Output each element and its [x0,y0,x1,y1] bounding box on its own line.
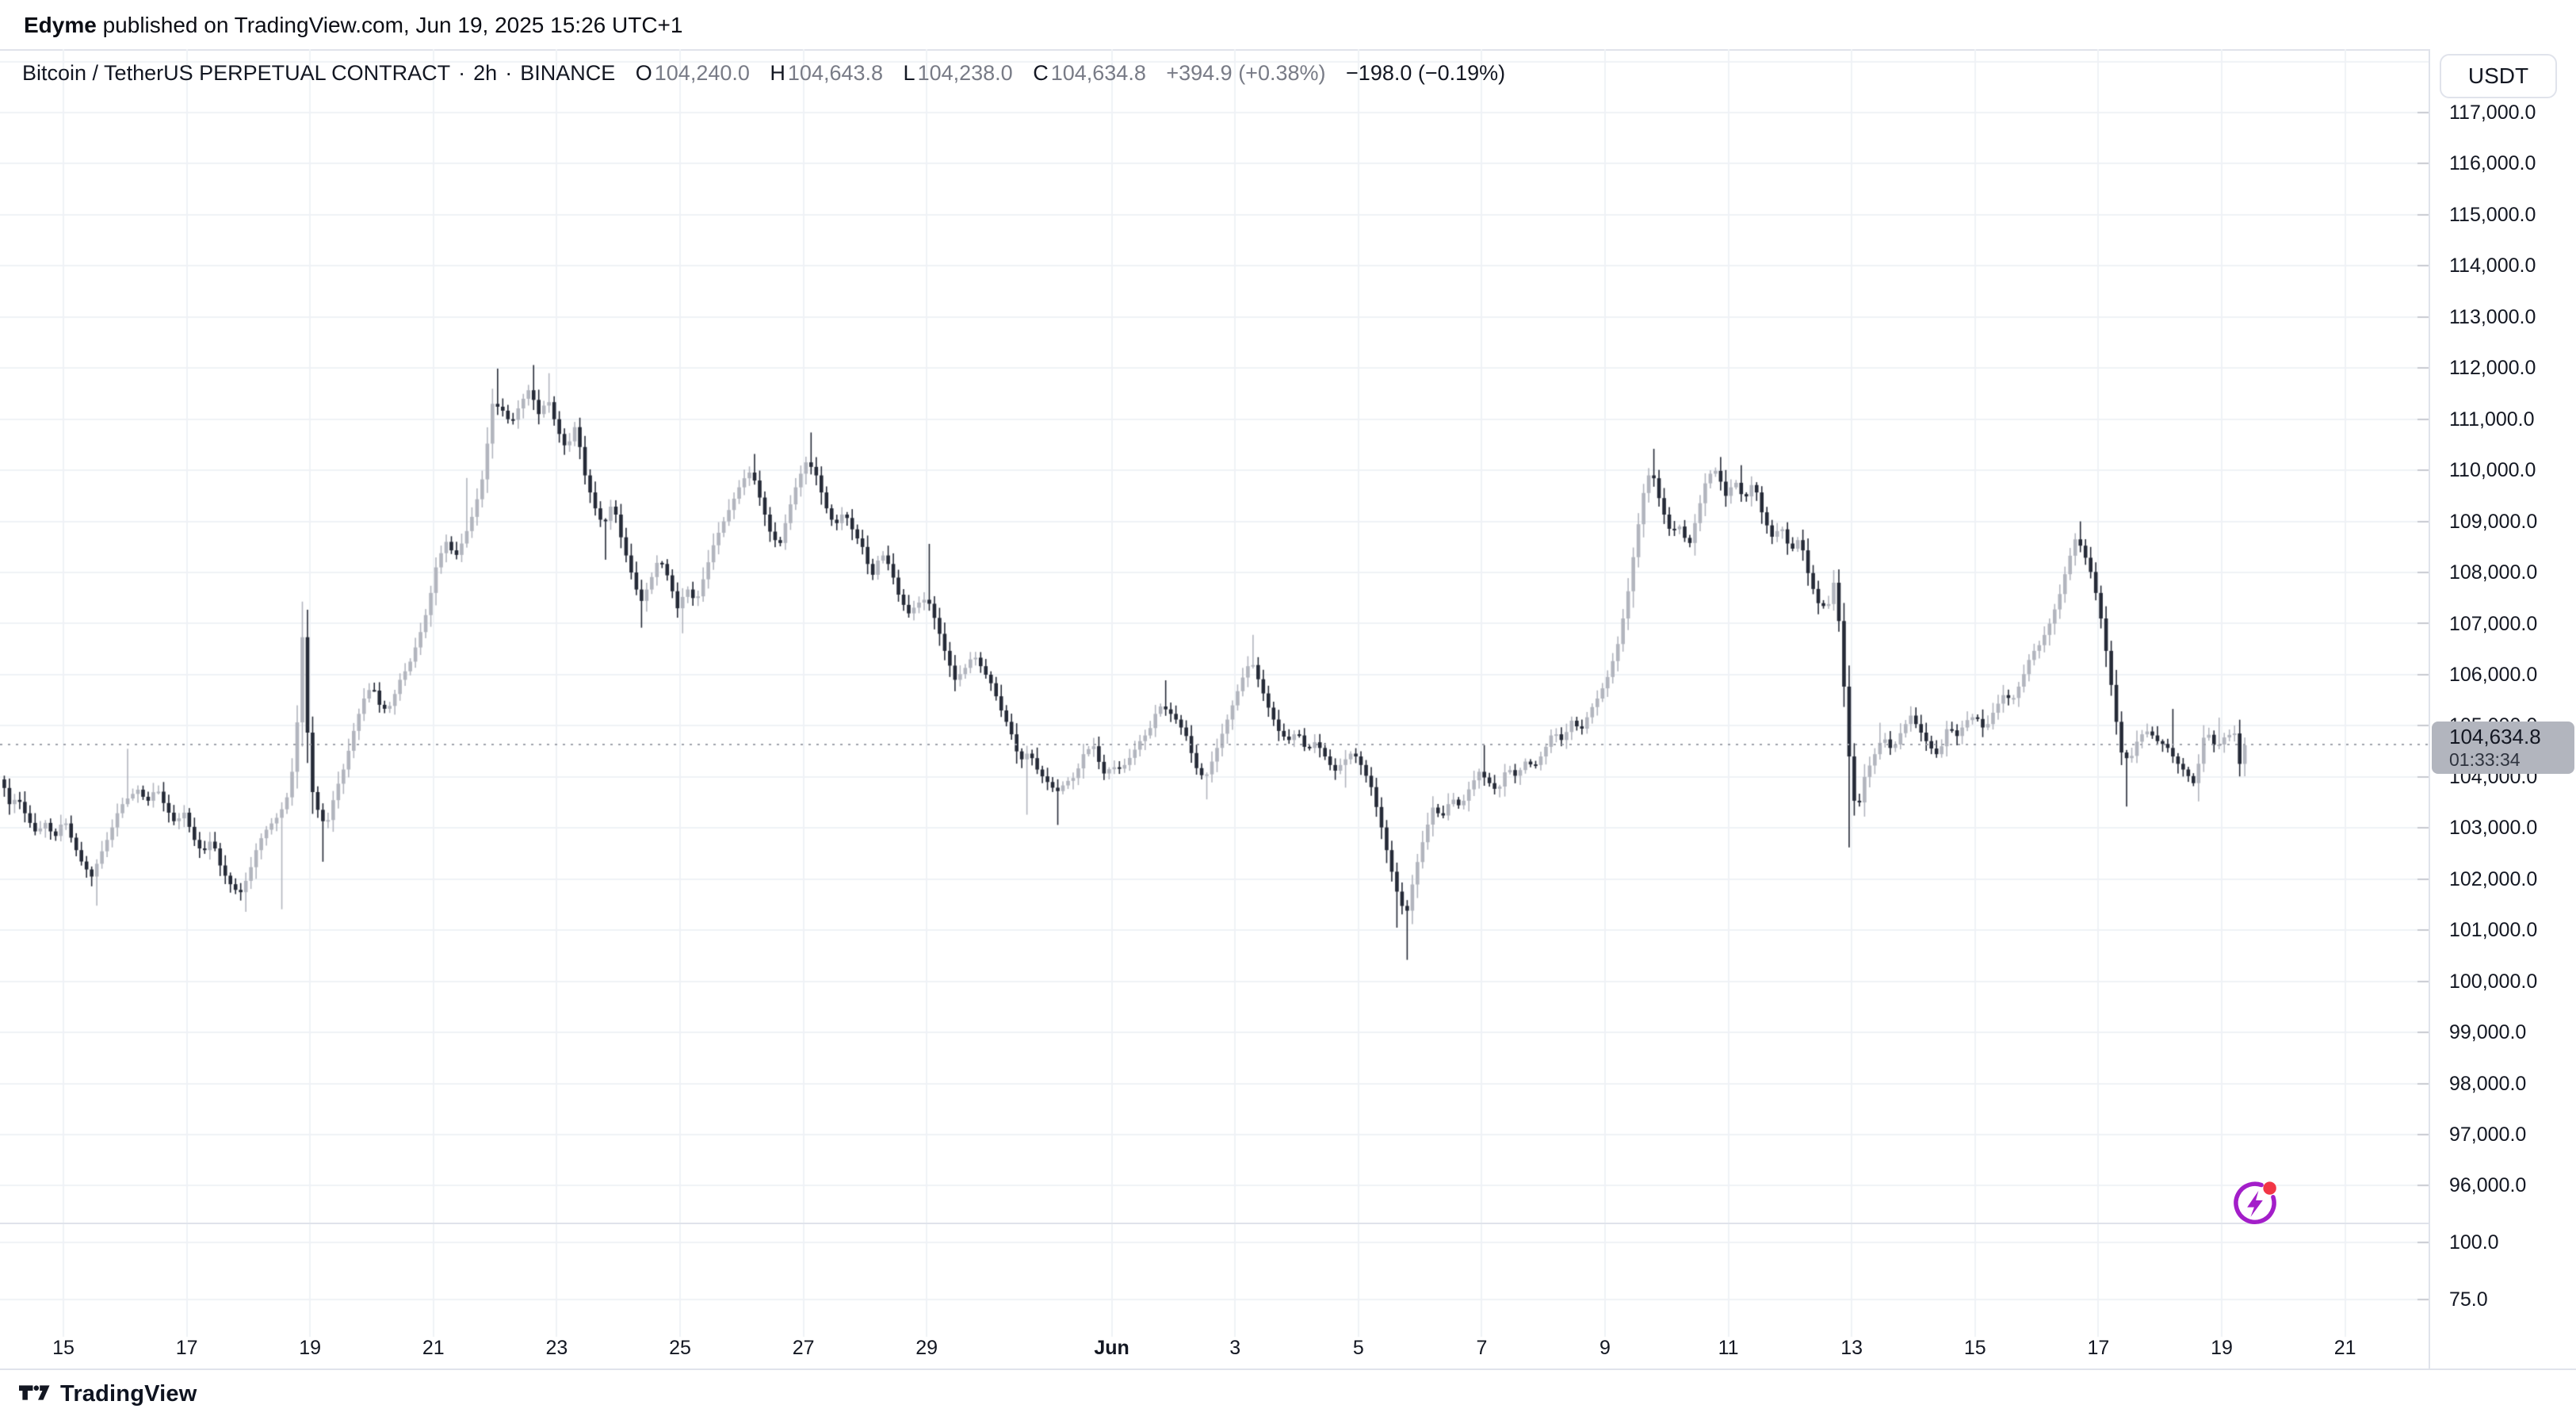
time-tick-label: Jun [1094,1337,1129,1359]
price-tick-label: 99,000.0 [2449,1021,2527,1044]
time-tick-label: 21 [2333,1337,2356,1359]
price-tick-label: 103,000.0 [2449,817,2538,840]
price-tick-label: 116,000.0 [2449,152,2536,175]
last-price-badge: 104,634.8 01:33:34 [2432,722,2574,774]
last-price-value: 104,634.8 [2449,725,2541,748]
tradingview-logo-icon [19,1384,51,1404]
time-tick-label: 13 [1840,1337,1863,1359]
price-axis[interactable]: USDT 117,000.0 116,000.0 115,000.0 114,000.… [2429,49,2576,1368]
tradingview-logo[interactable]: TradingView [19,1381,197,1407]
candle-countdown: 01:33:34 [2449,749,2521,770]
time-tick-label: 3 [1229,1337,1241,1359]
publish-text: published on TradingView.com, Jun 19, 20… [96,13,683,37]
close-label: C [1033,61,1049,85]
publish-author: Edyme [24,13,97,37]
flash-boost-button[interactable] [2227,1173,2283,1229]
price-tick-label: 113,000.0 [2449,305,2536,328]
time-tick-label: 9 [1599,1337,1611,1359]
legend-separator: · [505,61,513,85]
interval-label: 2h [473,61,498,85]
time-tick-label: 7 [1476,1337,1488,1359]
time-tick-label: 19 [2211,1337,2233,1359]
time-tick-label: 19 [299,1337,322,1359]
legend-separator: · [458,61,466,85]
price-tick-label: 96,000.0 [2449,1174,2527,1197]
symbol-title: Bitcoin / TetherUS PERPETUAL CONTRACT [22,61,451,85]
price-tick-label: 107,000.0 [2449,612,2538,635]
flash-icon [2227,1181,2283,1231]
low-label: L [903,61,915,85]
close-value: 104,634.8 [1050,61,1146,85]
price-tick-label: 98,000.0 [2449,1072,2527,1095]
open-label: O [635,61,652,85]
time-tick-label: 15 [1963,1337,1986,1359]
sub-pane-tick-label: 75.0 [2449,1288,2488,1311]
change-value: +394.9 (+0.38%) [1166,61,1326,85]
time-axis[interactable]: 15 17 19 21 23 25 27 29 Jun 3 5 7 9 11 13 15 17 19 21 [0,1337,2576,1368]
time-tick-label: 25 [669,1337,691,1359]
price-tick-label: 114,000.0 [2449,255,2536,278]
price-tick-label: 101,000.0 [2449,919,2538,942]
price-tick-label: 108,000.0 [2449,561,2538,584]
time-tick-label: 5 [1352,1337,1364,1359]
time-axis-border [0,1368,2576,1370]
price-tick-label: 112,000.0 [2449,357,2536,380]
time-tick-label: 17 [2087,1337,2110,1359]
currency-toggle-button[interactable]: USDT [2440,54,2557,98]
chart-legend[interactable]: Bitcoin / TetherUS PERPETUAL CONTRACT · 2h… [22,61,1505,86]
time-tick-label: 21 [422,1337,445,1359]
sub-pane-tick-label: 100.0 [2449,1231,2499,1254]
time-tick-label: 11 [1718,1337,1739,1359]
tradingview-logo-text: TradingView [60,1381,197,1407]
price-tick-label: 102,000.0 [2449,867,2538,890]
price-tick-label: 100,000.0 [2449,970,2538,993]
high-label: H [770,61,785,85]
time-tick-label: 29 [915,1337,938,1359]
change-secondary-value: −198.0 (−0.19%) [1346,61,1506,85]
time-tick-label: 23 [545,1337,568,1359]
price-tick-label: 109,000.0 [2449,510,2538,533]
time-tick-label: 17 [175,1337,198,1359]
pane-separator[interactable] [0,1223,2576,1224]
price-tick-label: 110,000.0 [2449,459,2536,482]
high-value: 104,643.8 [787,61,884,85]
low-value: 104,238.0 [917,61,1013,85]
open-value: 104,240.0 [654,61,750,85]
price-tick-label: 117,000.0 [2449,101,2536,124]
publish-header: Edyme published on TradingView.com, Jun … [24,13,682,38]
time-tick-label: 15 [52,1337,75,1359]
price-tick-label: 111,000.0 [2449,408,2535,431]
candlestick-chart-canvas[interactable] [0,49,2576,1368]
notification-dot [2263,1181,2276,1195]
exchange-label: BINANCE [520,61,616,85]
price-tick-label: 115,000.0 [2449,203,2536,226]
price-tick-label: 106,000.0 [2449,663,2538,686]
time-tick-label: 27 [792,1337,815,1359]
price-tick-label: 97,000.0 [2449,1124,2527,1146]
